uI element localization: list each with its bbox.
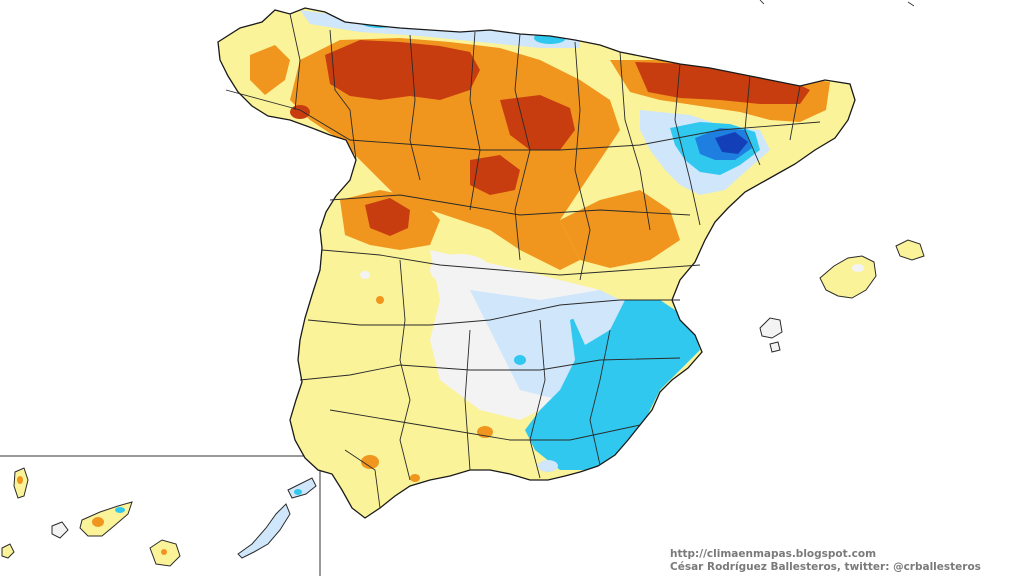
credits-block: http://climaenmapas.blogspot.com César R… (670, 548, 981, 574)
island-fuerteventura (237, 503, 291, 559)
island-tenerife (79, 501, 133, 537)
credits-author: César Rodríguez Ballesteros, twitter: @c… (670, 561, 981, 573)
island-mallorca (819, 255, 877, 299)
balearic-islands (759, 239, 925, 353)
neighbour-borders (759, 0, 915, 7)
island-la-gomera (51, 521, 69, 539)
island-formentera (769, 341, 781, 353)
island-lanzarote (287, 477, 317, 499)
province-borders (225, 13, 821, 509)
credits-url[interactable]: http://climaenmapas.blogspot.com (670, 548, 877, 560)
island-menorca (895, 239, 925, 261)
canary-inset (0, 455, 321, 576)
island-ibiza (759, 317, 783, 339)
spain-mainland (217, 7, 856, 519)
island-el-hierro (1, 543, 15, 559)
